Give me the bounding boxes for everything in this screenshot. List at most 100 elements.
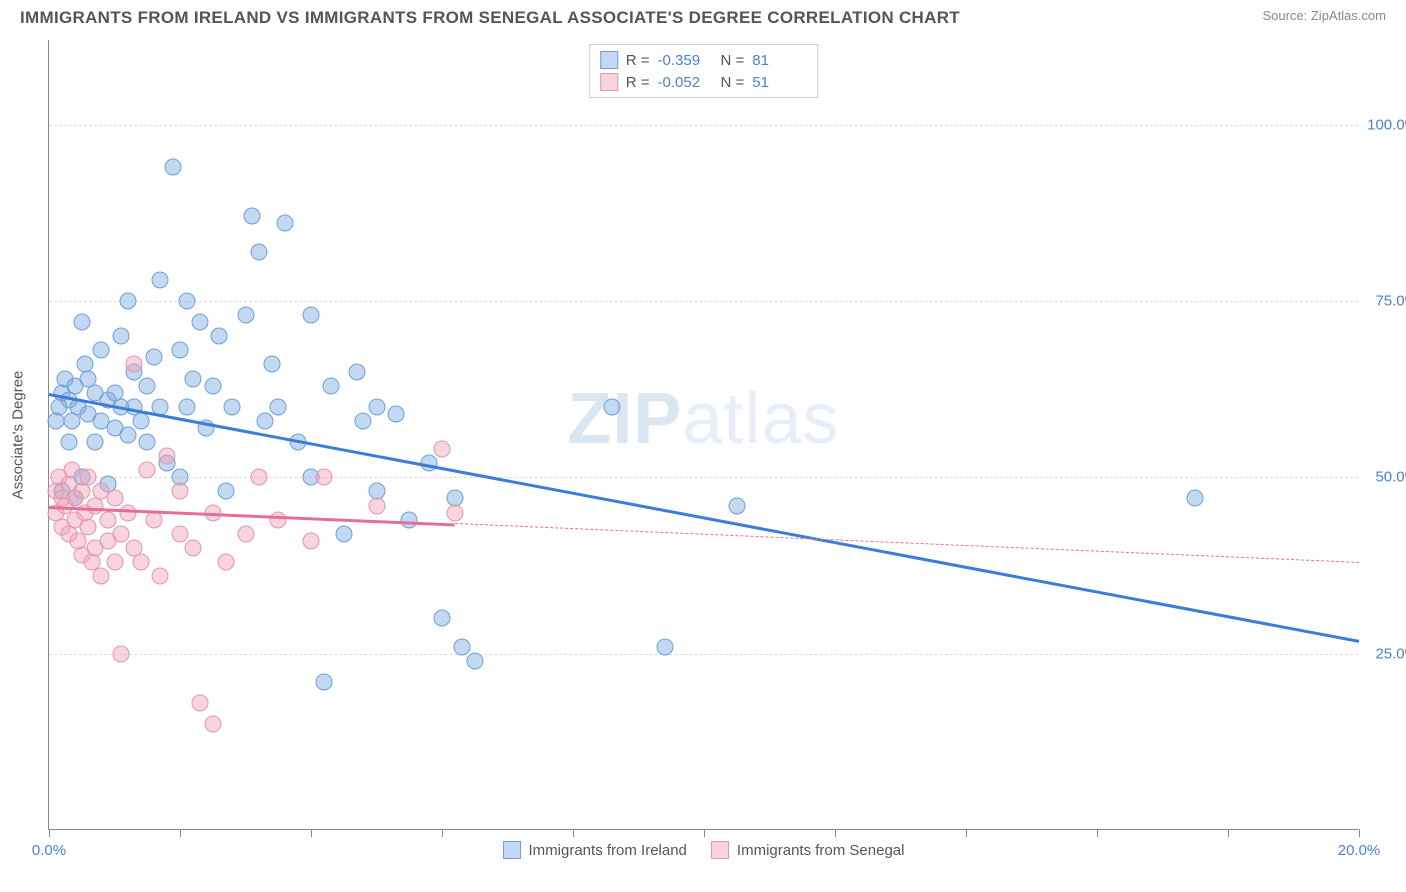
data-point <box>139 377 156 394</box>
swatch-ireland <box>600 51 618 69</box>
data-point <box>132 412 149 429</box>
data-point <box>447 504 464 521</box>
x-tick <box>704 829 705 837</box>
legend-series: Immigrants from Ireland Immigrants from … <box>503 841 905 859</box>
data-point <box>178 398 195 415</box>
x-tick <box>966 829 967 837</box>
data-point <box>93 568 110 585</box>
data-point <box>604 398 621 415</box>
source-label: Source: ZipAtlas.com <box>1262 8 1386 23</box>
data-point <box>224 398 241 415</box>
data-point <box>152 271 169 288</box>
data-point <box>172 483 189 500</box>
data-point <box>217 483 234 500</box>
data-point <box>211 328 228 345</box>
data-point <box>453 638 470 655</box>
data-point <box>93 342 110 359</box>
y-tick-label: 75.0% <box>1363 292 1406 309</box>
legend-row-ireland: R = -0.359 N = 81 <box>600 49 808 71</box>
x-tick <box>311 829 312 837</box>
data-point <box>303 532 320 549</box>
gridline <box>49 301 1358 302</box>
gridline <box>49 654 1358 655</box>
data-point <box>63 462 80 479</box>
data-point <box>276 215 293 232</box>
data-point <box>434 610 451 627</box>
y-axis-label: Associate's Degree <box>10 371 27 500</box>
x-tick <box>835 829 836 837</box>
chart-container: Associate's Degree ZIPatlas R = -0.359 N… <box>48 40 1358 830</box>
data-point <box>191 314 208 331</box>
data-point <box>119 504 136 521</box>
data-point <box>172 342 189 359</box>
plot-area: ZIPatlas R = -0.359 N = 81 R = -0.052 N … <box>48 40 1358 830</box>
data-point <box>355 412 372 429</box>
x-tick <box>1359 829 1360 837</box>
x-tick <box>180 829 181 837</box>
data-point <box>237 307 254 324</box>
data-point <box>80 518 97 535</box>
chart-title: IMMIGRANTS FROM IRELAND VS IMMIGRANTS FR… <box>20 8 960 28</box>
data-point <box>257 412 274 429</box>
data-point <box>113 645 130 662</box>
x-tick-label: 0.0% <box>32 842 66 859</box>
data-point <box>322 377 339 394</box>
data-point <box>335 525 352 542</box>
swatch-senegal <box>600 73 618 91</box>
data-point <box>119 292 136 309</box>
data-point <box>185 370 202 387</box>
legend-item-senegal: Immigrants from Senegal <box>711 841 905 859</box>
y-tick-label: 100.0% <box>1363 116 1406 133</box>
legend-row-senegal: R = -0.052 N = 51 <box>600 71 808 93</box>
watermark: ZIPatlas <box>567 378 839 460</box>
data-point <box>728 497 745 514</box>
data-point <box>204 377 221 394</box>
data-point <box>270 398 287 415</box>
data-point <box>316 469 333 486</box>
data-point <box>185 539 202 556</box>
data-point <box>152 568 169 585</box>
data-point <box>401 511 418 528</box>
data-point <box>237 525 254 542</box>
data-point <box>126 356 143 373</box>
legend-item-ireland: Immigrants from Ireland <box>503 841 687 859</box>
data-point <box>145 511 162 528</box>
data-point <box>145 349 162 366</box>
x-tick-label: 20.0% <box>1338 842 1381 859</box>
x-tick <box>573 829 574 837</box>
y-tick-label: 50.0% <box>1363 469 1406 486</box>
data-point <box>368 497 385 514</box>
data-point <box>113 525 130 542</box>
data-point <box>348 363 365 380</box>
x-tick <box>1097 829 1098 837</box>
data-point <box>217 553 234 570</box>
x-tick <box>1228 829 1229 837</box>
swatch-ireland-icon <box>503 841 521 859</box>
data-point <box>132 553 149 570</box>
y-tick-label: 25.0% <box>1363 645 1406 662</box>
x-tick <box>442 829 443 837</box>
data-point <box>244 208 261 225</box>
legend-correlation: R = -0.359 N = 81 R = -0.052 N = 51 <box>589 44 819 98</box>
data-point <box>86 434 103 451</box>
data-point <box>1187 490 1204 507</box>
data-point <box>80 469 97 486</box>
data-point <box>434 441 451 458</box>
data-point <box>263 356 280 373</box>
data-point <box>106 490 123 507</box>
data-point <box>368 398 385 415</box>
data-point <box>106 553 123 570</box>
data-point <box>139 434 156 451</box>
x-tick <box>49 829 50 837</box>
gridline <box>49 125 1358 126</box>
data-point <box>250 469 267 486</box>
data-point <box>119 427 136 444</box>
data-point <box>204 716 221 733</box>
data-point <box>165 158 182 175</box>
data-point <box>139 462 156 479</box>
data-point <box>388 405 405 422</box>
data-point <box>73 314 90 331</box>
swatch-senegal-icon <box>711 841 729 859</box>
data-point <box>191 695 208 712</box>
data-point <box>99 511 116 528</box>
